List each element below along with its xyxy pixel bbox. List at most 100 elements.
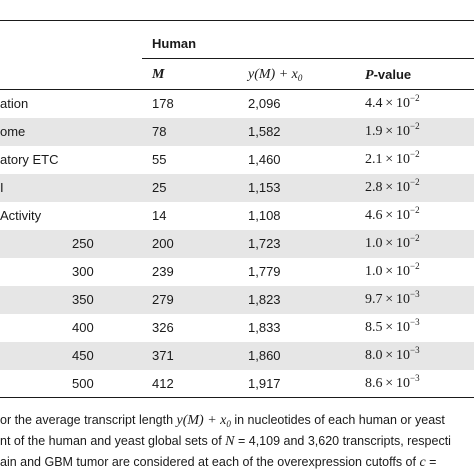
p-mantissa: 4.4 [365, 96, 383, 111]
column-header-m: M [152, 67, 165, 82]
column-header-y-main: y(M) + x [248, 67, 298, 82]
row-m-value: 178 [152, 96, 174, 111]
row-y-value: 1,860 [248, 348, 281, 363]
row-m-value: 412 [152, 376, 174, 391]
row-label: Activity [0, 208, 42, 223]
row-p-value: 4.6 × 10−2 [365, 206, 420, 224]
p-mantissa: 8.5 [365, 320, 383, 335]
caption-text: in nucleotides of each human or yeast [230, 413, 445, 427]
column-header-y: y(M) + x0 [248, 67, 302, 83]
p-mantissa: 1.0 [365, 264, 383, 279]
row-y-value: 1,917 [248, 376, 281, 391]
p-exponent: −2 [410, 121, 420, 131]
row-p-value: 8.6 × 10−3 [365, 373, 420, 392]
p-mantissa: 8.0 [365, 348, 383, 363]
caption-line-1: or the average transcript length y(M) + … [0, 412, 445, 429]
caption-math: N [225, 434, 235, 449]
column-header-y-sub: 0 [297, 73, 303, 83]
p-mantissa: 1.0 [365, 236, 383, 251]
caption-text: or the average transcript length [0, 413, 177, 427]
row-threshold: 250 [72, 236, 94, 251]
caption-text: ain and GBM tumor are considered at each… [0, 455, 420, 469]
caption-text: = 4,109 and 3,620 transcripts, respecti [234, 434, 451, 448]
row-y-value: 1,153 [248, 180, 281, 195]
row-y-value: 1,779 [248, 264, 281, 279]
p-times-ten: × 10 [382, 236, 411, 251]
p-exponent: −3 [410, 289, 420, 299]
header-bottom-rule [0, 89, 474, 90]
column-header-p-rest: -value [373, 67, 412, 82]
row-shading [0, 174, 474, 202]
row-shading [0, 286, 474, 314]
p-mantissa: 1.9 [365, 124, 383, 139]
group-header-underline [142, 58, 474, 59]
row-m-value: 25 [152, 180, 167, 195]
row-y-value: 1,108 [248, 208, 281, 223]
caption-text: = [425, 455, 437, 469]
row-m-value: 55 [152, 152, 167, 167]
caption-math: y(M) + x [176, 413, 227, 428]
row-threshold: 450 [72, 348, 94, 363]
p-mantissa: 2.1 [365, 152, 383, 167]
row-threshold: 350 [72, 292, 94, 307]
p-exponent: −3 [410, 373, 420, 383]
p-exponent: −2 [410, 149, 420, 159]
row-m-value: 326 [152, 320, 174, 335]
p-exponent: −2 [410, 261, 420, 271]
row-m-value: 78 [152, 124, 167, 139]
row-label: ome [0, 124, 26, 139]
row-p-value: 8.5 × 10−3 [365, 317, 420, 336]
row-p-value: 1.9 × 10−2 [365, 121, 420, 140]
row-p-value: 1.0 × 10−2 [365, 261, 420, 280]
p-exponent: −2 [410, 177, 420, 187]
caption-math-sub: 0 [226, 419, 231, 429]
caption-text: nt of the human and yeast global sets of [0, 434, 226, 448]
row-m-value: 371 [152, 348, 174, 363]
row-shading [0, 118, 474, 146]
p-times-ten: × 10 [382, 96, 411, 111]
row-threshold: 500 [72, 376, 94, 391]
table-bottom-rule [0, 397, 474, 398]
p-times-ten: × 10 [382, 264, 411, 279]
column-header-pvalue: P-value [365, 67, 411, 84]
row-p-value: 2.8 × 10−2 [365, 177, 420, 196]
row-y-value: 2,096 [248, 96, 281, 111]
caption-line-2: nt of the human and yeast global sets of… [0, 433, 451, 450]
row-threshold: 300 [72, 264, 94, 279]
row-p-value: 1.0 × 10−2 [365, 233, 420, 252]
row-y-value: 1,723 [248, 236, 281, 251]
p-mantissa: 4.6 [365, 208, 383, 223]
row-y-value: 1,823 [248, 292, 281, 307]
row-shading [0, 230, 474, 258]
p-mantissa: 8.6 [365, 376, 383, 391]
column-header-p-italic: P [365, 68, 374, 83]
p-mantissa: 9.7 [365, 292, 383, 307]
p-times-ten: × 10 [382, 180, 411, 195]
row-m-value: 239 [152, 264, 174, 279]
group-header-human: Human [152, 36, 197, 51]
row-y-value: 1,582 [248, 124, 281, 139]
p-exponent: −2 [410, 93, 420, 103]
p-exponent: −2 [410, 233, 420, 243]
p-mantissa: 2.8 [365, 180, 383, 195]
row-p-value: 8.0 × 10−3 [365, 345, 420, 364]
row-label: atory ETC [0, 152, 59, 167]
row-m-value: 279 [152, 292, 174, 307]
row-p-value: 9.7 × 10−3 [365, 289, 420, 308]
p-times-ten: × 10 [382, 152, 411, 167]
p-exponent: −3 [410, 345, 420, 355]
row-label: ation [0, 96, 29, 111]
p-times-ten: × 10 [382, 292, 411, 307]
p-times-ten: × 10 [382, 348, 411, 363]
row-m-value: 200 [152, 236, 174, 251]
row-p-value: 2.1 × 10−2 [365, 149, 420, 168]
p-times-ten: × 10 [382, 208, 411, 223]
row-m-value: 14 [152, 208, 167, 223]
row-y-value: 1,833 [248, 320, 281, 335]
caption-math: c [419, 455, 426, 470]
p-times-ten: × 10 [382, 124, 411, 139]
p-times-ten: × 10 [382, 320, 411, 335]
caption-line-3: ain and GBM tumor are considered at each… [0, 454, 436, 471]
p-exponent: −3 [410, 317, 420, 327]
row-label: I [0, 180, 4, 195]
